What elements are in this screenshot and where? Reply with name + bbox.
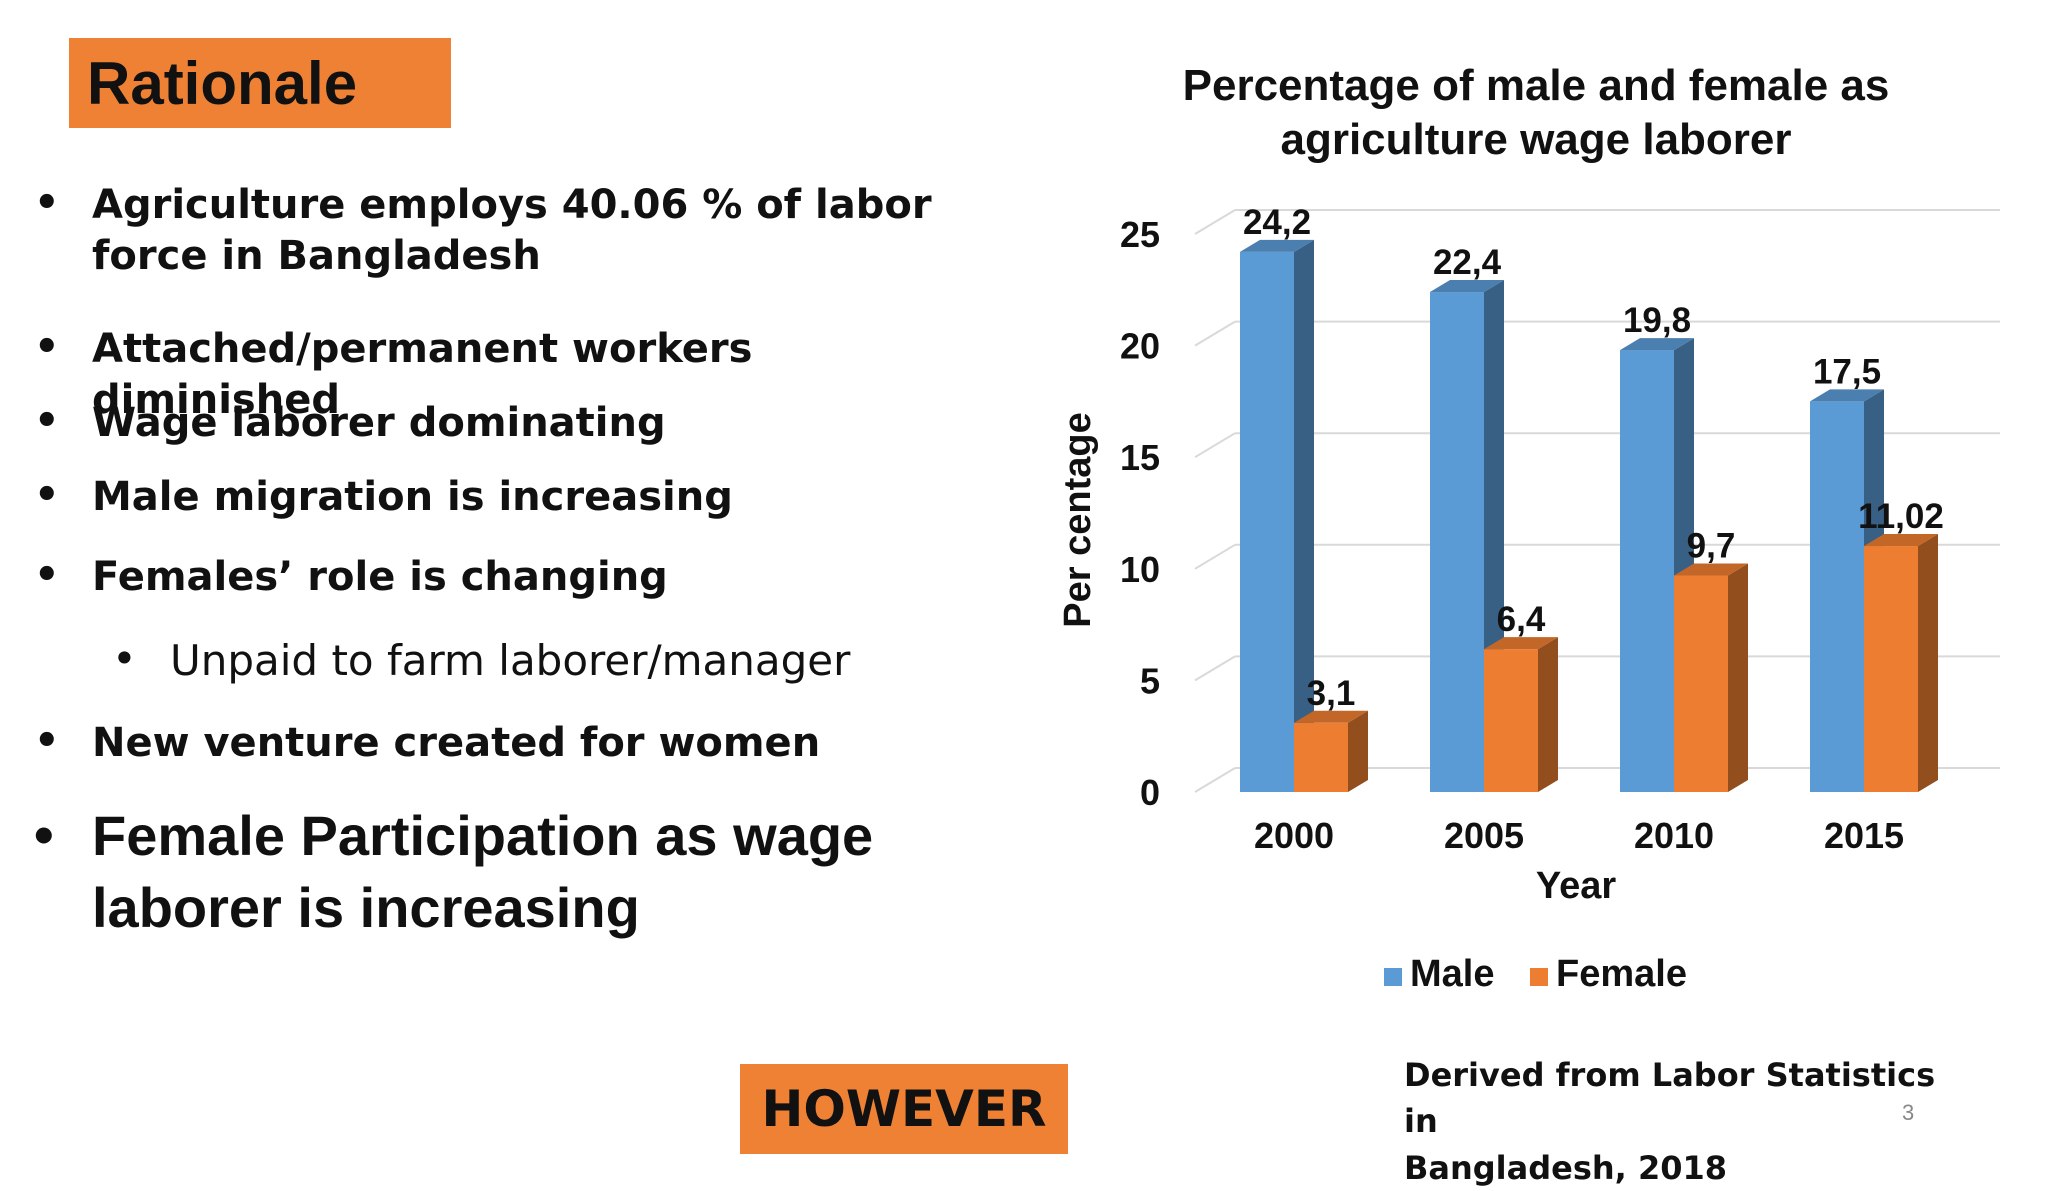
chart-legend: Male Female bbox=[1384, 953, 1687, 995]
y-tick-label: 20 bbox=[1120, 326, 1160, 367]
bullet-text: Male migration is increasing bbox=[92, 474, 733, 520]
sub-bullet-item: • Unpaid to farm laborer/manager bbox=[112, 634, 1050, 688]
y-tick-label: 10 bbox=[1120, 549, 1160, 590]
x-axis-label: Year bbox=[1536, 865, 1617, 907]
gridline-diagonal bbox=[1194, 767, 1236, 793]
bar-side-female-2000 bbox=[1348, 710, 1368, 792]
gridline-diagonal bbox=[1194, 655, 1236, 682]
data-label-male-2005: 22,4 bbox=[1433, 243, 1502, 282]
x-tick-label: 2000 bbox=[1254, 815, 1334, 856]
bar-side-male-2000 bbox=[1294, 239, 1314, 792]
y-axis-label: Per centage bbox=[1057, 412, 1099, 627]
bullet-text: Agriculture employs 40.06 % of labor for… bbox=[92, 182, 932, 280]
bullet-item: • Attached/permanent workers diminished bbox=[34, 324, 972, 426]
bullet-text: Unpaid to farm laborer/manager bbox=[170, 636, 851, 685]
page-number: 3 bbox=[1902, 1100, 1915, 1125]
legend-label-female: Female bbox=[1556, 953, 1687, 995]
bar-top-male-2005 bbox=[1430, 280, 1504, 293]
x-tick-label: 2015 bbox=[1824, 815, 1904, 856]
bullet-dot-icon: • bbox=[34, 324, 60, 370]
bar-top-male-2010 bbox=[1620, 338, 1694, 351]
legend-label-male: Male bbox=[1410, 953, 1494, 995]
data-label-female-2000: 3,1 bbox=[1307, 674, 1356, 713]
legend-swatch-female bbox=[1530, 968, 1548, 986]
bullet-item: • Agriculture employs 40.06 % of labor f… bbox=[34, 180, 972, 282]
bullet-item: • Females’ role is changing bbox=[34, 552, 972, 603]
bullet-dot-icon: • bbox=[34, 552, 60, 598]
bullet-text: Females’ role is changing bbox=[92, 554, 668, 600]
legend-swatch-male bbox=[1384, 968, 1402, 986]
data-label-female-2005: 6,4 bbox=[1497, 600, 1546, 639]
bar-side-female-2010 bbox=[1728, 563, 1748, 792]
bullet-text: Wage laborer dominating bbox=[92, 400, 666, 446]
bullet-text: Attached/permanent workers diminished bbox=[92, 326, 753, 424]
bar-top-female-2015 bbox=[1864, 534, 1938, 547]
gridline-diagonal bbox=[1194, 209, 1236, 235]
bullet-list: • Agriculture employs 40.06 % of labor f… bbox=[0, 0, 1040, 1000]
bullet-dot-icon: • bbox=[34, 472, 60, 518]
bar-male-2005 bbox=[1430, 292, 1484, 792]
bar-top-male-2015 bbox=[1810, 389, 1884, 402]
x-tick-label: 2010 bbox=[1634, 815, 1714, 856]
data-label-male-2015: 17,5 bbox=[1813, 352, 1881, 391]
gridline-diagonal bbox=[1194, 543, 1236, 570]
chart-title-line1: Percentage of male and female as bbox=[1183, 61, 1890, 110]
bullet-dot-icon: • bbox=[34, 180, 60, 226]
gridline-diagonal bbox=[1194, 320, 1236, 347]
chart-title-line2: agriculture wage laborer bbox=[1280, 115, 1791, 164]
bar-top-male-2000 bbox=[1240, 239, 1314, 252]
bullet-dot-icon: • bbox=[34, 803, 54, 866]
bullet-text: Female Participation as wage laborer is … bbox=[92, 804, 874, 939]
bar-top-female-2010 bbox=[1674, 563, 1748, 576]
bullet-dot-icon: • bbox=[34, 718, 60, 764]
bar-female-2000 bbox=[1294, 722, 1348, 792]
data-label-male-2010: 19,8 bbox=[1623, 301, 1691, 340]
bullet-item: • Male migration is increasing bbox=[34, 472, 972, 523]
source-line-1: Derived from Labor Statistics in bbox=[1404, 1056, 1936, 1141]
bar-female-2010 bbox=[1674, 575, 1728, 792]
however-callout: HOWEVER bbox=[740, 1064, 1068, 1154]
bar-top-female-2005 bbox=[1484, 637, 1558, 650]
data-label-male-2000: 24,2 bbox=[1243, 203, 1311, 242]
bar-chart: Percentage of male and female as agricul… bbox=[1057, 61, 2000, 995]
bar-male-2000 bbox=[1240, 251, 1294, 792]
bullet-item: • Wage laborer dominating bbox=[34, 398, 972, 449]
data-label-female-2010: 9,7 bbox=[1687, 526, 1736, 565]
x-tick-label: 2005 bbox=[1444, 815, 1524, 856]
bar-side-female-2005 bbox=[1538, 637, 1558, 792]
gridline-diagonal bbox=[1194, 432, 1236, 459]
bar-female-2015 bbox=[1864, 546, 1918, 792]
bullet-item-emphasis: • Female Participation as wage laborer i… bbox=[34, 800, 992, 943]
bar-side-female-2015 bbox=[1918, 534, 1938, 792]
y-tick-label: 0 bbox=[1140, 772, 1160, 813]
y-tick-label: 15 bbox=[1120, 437, 1160, 478]
bar-male-2015 bbox=[1810, 401, 1864, 792]
bullet-text: New venture created for women bbox=[92, 720, 821, 766]
bullet-dot-icon: • bbox=[112, 634, 137, 683]
bullet-item: • New venture created for women bbox=[34, 718, 972, 769]
bar-female-2005 bbox=[1484, 649, 1538, 792]
bullet-dot-icon: • bbox=[34, 398, 60, 444]
y-axis-ticks: 0 5 10 15 20 25 bbox=[1120, 214, 1160, 813]
x-axis-ticks: 2000 2005 2010 2015 bbox=[1254, 815, 1904, 856]
data-label-female-2015: 11,02 bbox=[1858, 497, 1944, 536]
source-note: Derived from Labor Statistics in Banglad… bbox=[1404, 1052, 1944, 1191]
y-tick-label: 25 bbox=[1120, 214, 1160, 255]
bar-male-2010 bbox=[1620, 350, 1674, 792]
slide-heading: Rationale bbox=[69, 38, 451, 128]
bar-top-female-2000 bbox=[1294, 710, 1368, 723]
chart-bars: 24,2 3,1 22,4 6,4 19,8 9,7 17,5 11,02 bbox=[1240, 203, 1944, 792]
y-tick-label: 5 bbox=[1140, 660, 1160, 701]
